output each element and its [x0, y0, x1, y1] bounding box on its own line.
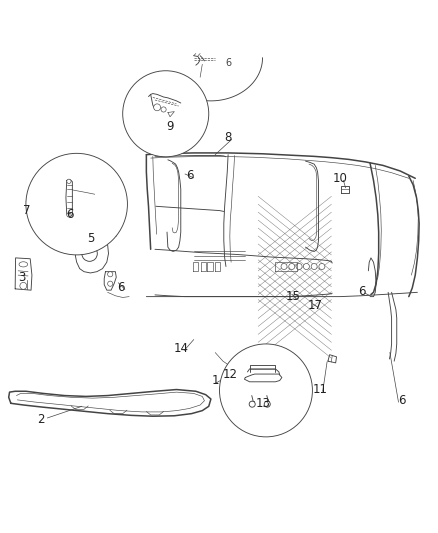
Circle shape	[219, 344, 312, 437]
Circle shape	[67, 213, 71, 217]
Text: 12: 12	[222, 368, 237, 382]
Text: 6: 6	[117, 281, 124, 294]
Circle shape	[153, 104, 160, 111]
Ellipse shape	[19, 262, 28, 267]
Text: 8: 8	[224, 131, 231, 144]
Text: 6: 6	[357, 285, 364, 298]
Circle shape	[249, 401, 254, 407]
Text: 13: 13	[255, 397, 270, 410]
Text: 6: 6	[398, 394, 405, 407]
Circle shape	[318, 263, 324, 270]
Circle shape	[295, 263, 301, 270]
Circle shape	[303, 263, 309, 270]
Text: 9: 9	[166, 120, 173, 133]
Text: 1: 1	[211, 374, 219, 387]
Circle shape	[20, 282, 27, 289]
Text: 5: 5	[87, 232, 94, 245]
Text: 14: 14	[173, 342, 188, 355]
Circle shape	[107, 281, 113, 286]
Circle shape	[107, 272, 113, 277]
Text: 17: 17	[307, 298, 322, 312]
Circle shape	[26, 154, 127, 255]
Circle shape	[288, 263, 294, 270]
Text: 6: 6	[66, 208, 74, 221]
Text: 7: 7	[23, 204, 31, 217]
Circle shape	[122, 71, 208, 157]
Text: 6: 6	[225, 59, 231, 68]
Text: 3: 3	[18, 271, 25, 284]
Circle shape	[280, 263, 286, 270]
Text: 6: 6	[185, 169, 193, 182]
Circle shape	[264, 401, 270, 407]
Circle shape	[81, 246, 97, 261]
Text: 10: 10	[332, 172, 346, 185]
Circle shape	[67, 179, 71, 183]
Circle shape	[161, 107, 166, 112]
Text: 2: 2	[37, 413, 45, 426]
Circle shape	[311, 263, 316, 270]
Text: 15: 15	[286, 290, 300, 303]
Text: 11: 11	[312, 383, 327, 395]
